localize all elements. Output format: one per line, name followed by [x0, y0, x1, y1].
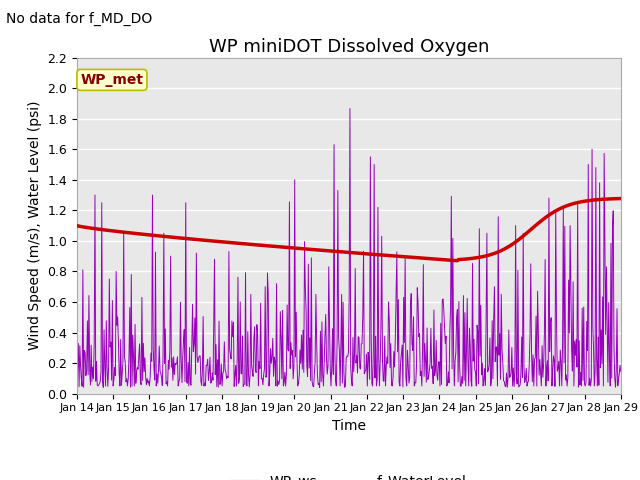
X-axis label: Time: Time	[332, 419, 366, 433]
WP_ws	[433, 337, 440, 343]
Line: f_WaterLevel: f_WaterLevel	[77, 199, 621, 261]
f_WaterLevel	[332, 249, 339, 254]
WP_ws	[83, 367, 90, 373]
f_WaterLevel	[397, 253, 404, 259]
WP_ws	[346, 106, 354, 111]
f_WaterLevel	[73, 223, 81, 228]
f_WaterLevel	[453, 258, 461, 264]
Legend: WP_ws, f_WaterLevel: WP_ws, f_WaterLevel	[225, 469, 472, 480]
f_WaterLevel	[520, 233, 527, 239]
WP_ws	[617, 369, 625, 374]
WP_ws	[73, 357, 81, 362]
Text: No data for f_MD_DO: No data for f_MD_DO	[6, 12, 153, 26]
WP_ws	[194, 360, 202, 365]
f_WaterLevel	[605, 196, 612, 202]
WP_ws	[417, 372, 424, 378]
Y-axis label: Wind Speed (m/s), Water Level (psi): Wind Speed (m/s), Water Level (psi)	[28, 101, 42, 350]
Line: WP_ws: WP_ws	[77, 108, 621, 387]
WP_ws	[139, 378, 147, 384]
WP_ws	[316, 384, 323, 390]
Title: WP miniDOT Dissolved Oxygen: WP miniDOT Dissolved Oxygen	[209, 38, 489, 56]
f_WaterLevel	[335, 249, 342, 254]
f_WaterLevel	[367, 252, 375, 257]
WP_ws	[223, 376, 230, 382]
Text: WP_met: WP_met	[81, 73, 143, 87]
f_WaterLevel	[617, 196, 625, 202]
